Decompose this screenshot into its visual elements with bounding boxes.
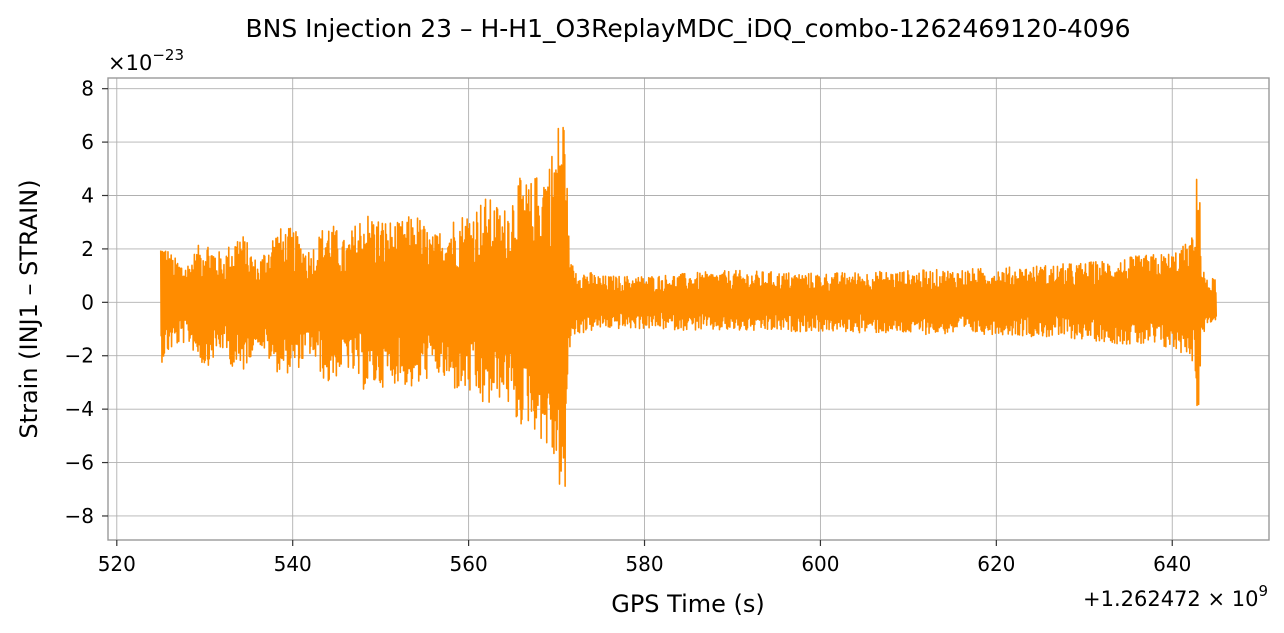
plot-area [159, 126, 1218, 487]
strain-series-line [159, 126, 1218, 487]
x-offset-exponent: 9 [1258, 582, 1268, 600]
y-multiplier-label: ×10−23 [108, 46, 184, 75]
y-multiplier-exponent: −23 [152, 46, 184, 64]
y-tick-label: 4 [81, 184, 94, 208]
y-multiplier-base: ×10 [108, 51, 152, 75]
y-tick-label: −2 [65, 344, 94, 368]
x-offset-base: +1.262472 × 10 [1083, 587, 1258, 611]
y-tick-label: 2 [81, 237, 94, 261]
y-axis-label: Strain (INJ1 – STRAIN) [15, 179, 43, 438]
x-tick-label: 560 [450, 552, 488, 576]
y-tick-label: 8 [81, 77, 94, 101]
chart-title: BNS Injection 23 – H-H1_O3ReplayMDC_iDQ_… [245, 14, 1130, 43]
x-tick-label: 520 [98, 552, 136, 576]
x-axis-label: GPS Time (s) [611, 590, 765, 618]
axes-frame [107, 77, 1270, 541]
y-tick-label: 6 [81, 130, 94, 154]
x-tick-label: 580 [625, 552, 663, 576]
y-tick-label: −4 [65, 397, 94, 421]
x-tick-label: 620 [977, 552, 1015, 576]
y-tick-label: 0 [81, 290, 94, 314]
y-tick-label: −8 [65, 504, 94, 528]
x-tick-label: 540 [274, 552, 312, 576]
x-tick-label: 600 [801, 552, 839, 576]
y-axis-ticks: −8 −6 −4 −2 0 2 4 6 8 [65, 77, 108, 528]
x-offset-label: +1.262472 × 109 [1083, 582, 1268, 611]
x-tick-label: 640 [1153, 552, 1191, 576]
x-axis-ticks: 520 540 560 580 600 620 640 [98, 540, 1191, 576]
y-tick-label: −6 [65, 451, 94, 475]
